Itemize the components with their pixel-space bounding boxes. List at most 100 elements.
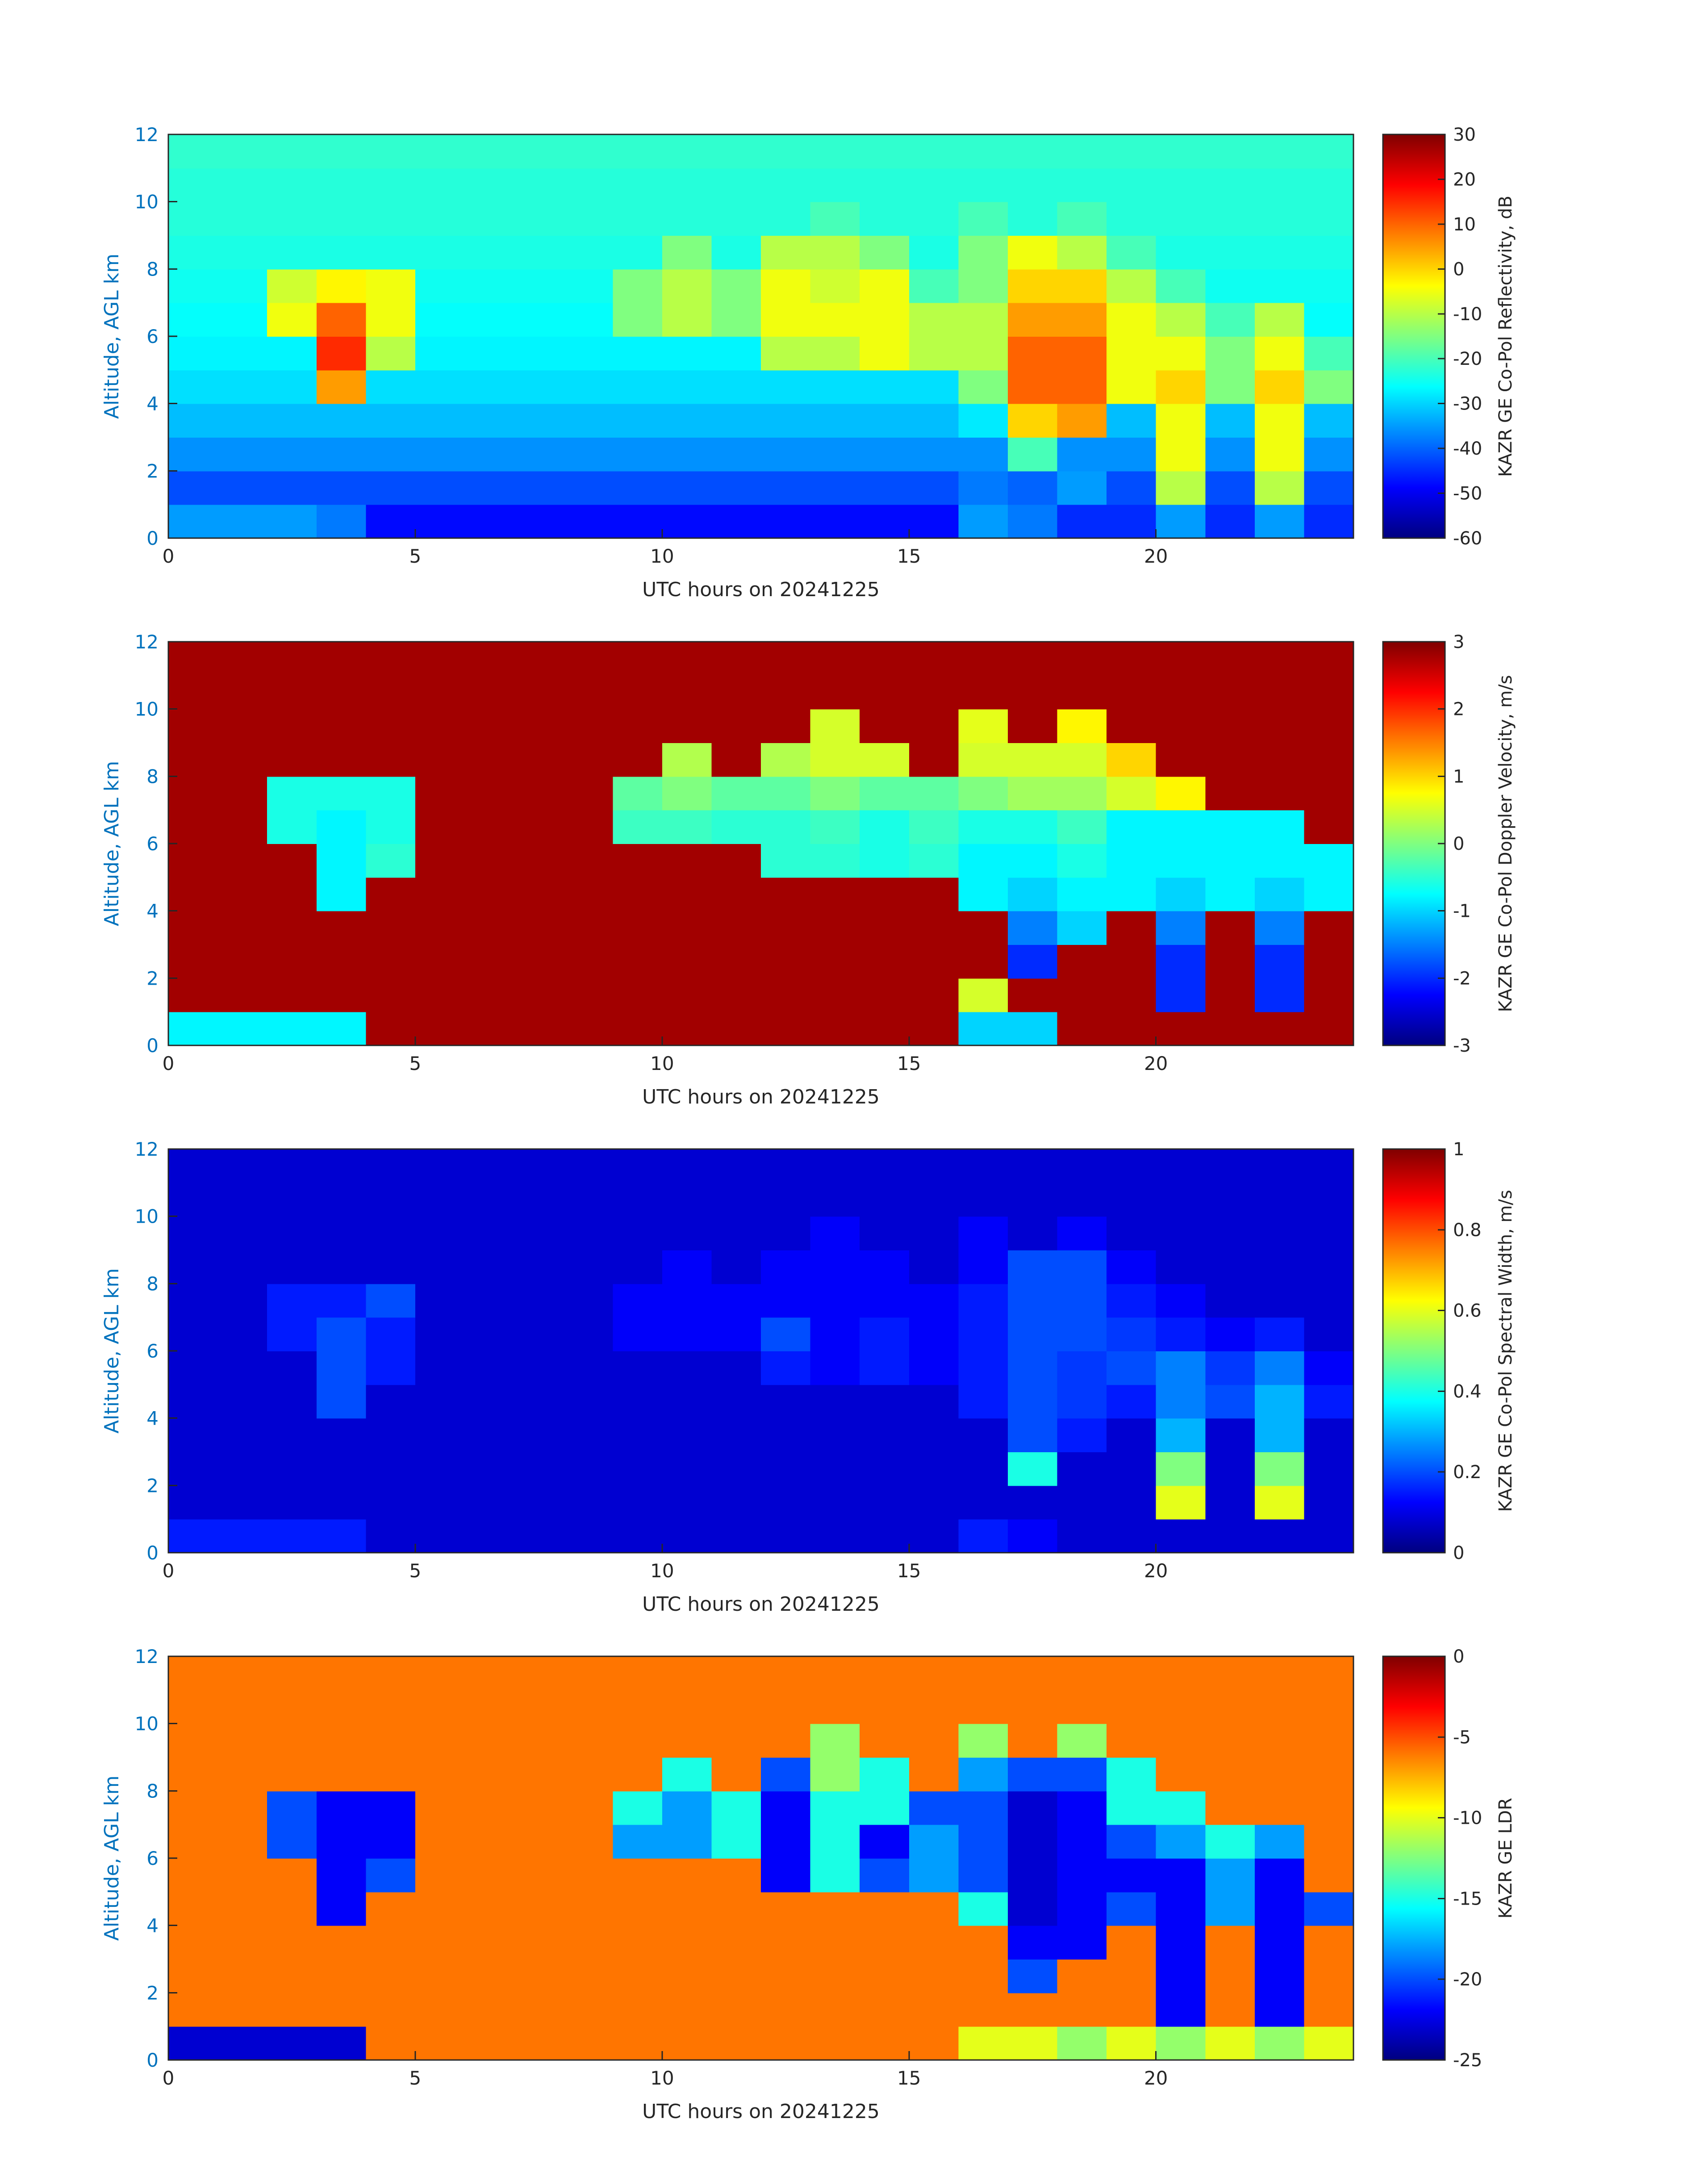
heatmap-cell [1107,709,1157,743]
heatmap-cell [168,1519,218,1553]
heatmap-cell [1057,776,1107,811]
heatmap-cell [958,1317,1008,1351]
heatmap-cell [316,235,367,270]
heatmap-cell [168,1283,218,1318]
heatmap-cell [316,2026,367,2060]
heatmap-cell [464,2026,515,2060]
heatmap-cell [1205,403,1255,438]
heatmap-cell [415,776,465,811]
heatmap-cell [860,471,910,505]
heatmap-cell [613,1418,663,1452]
x-tick-label: 10 [650,2067,674,2089]
heatmap-cell [613,1858,663,1893]
heatmap-cell [316,1858,367,1893]
heatmap-cell [1007,1183,1058,1217]
heatmap-cell [316,1452,367,1486]
heatmap-cell [810,776,860,811]
heatmap-cell [168,1317,218,1351]
colorbar-tick-label: -40 [1453,439,1482,459]
heatmap-cell [366,1824,416,1859]
heatmap-cell [514,403,564,438]
heatmap-cell [662,911,712,945]
heatmap-cell [662,776,712,811]
heatmap-cell [316,1418,367,1452]
heatmap-cell [415,2026,465,2060]
heatmap-cell [810,403,860,438]
heatmap-cell [1205,336,1255,371]
heatmap-cell [958,1283,1008,1318]
heatmap-cell [217,743,268,777]
heatmap-cell [1007,1317,1058,1351]
heatmap-cell [316,844,367,878]
heatmap-cell [464,403,515,438]
heatmap-cell [217,201,268,236]
heatmap-cell [168,1485,218,1520]
heatmap-cell [1156,1824,1206,1859]
heatmap-cell [1156,1351,1206,1385]
heatmap-cell [514,776,564,811]
heatmap-cell [415,1892,465,1926]
heatmap-cell [1156,944,1206,979]
heatmap-cell [267,1690,317,1724]
heatmap-cell [810,642,860,676]
heatmap-cell [168,1925,218,1960]
y-tick-label: 10 [135,698,159,720]
heatmap-cell [563,743,614,777]
heatmap-cell [761,269,811,303]
heatmap-cell [810,2026,860,2060]
heatmap-cell [217,1519,268,1553]
heatmap-cell [267,944,317,979]
x-tick-label: 20 [1144,1560,1168,1582]
heatmap-cell [860,911,910,945]
heatmap-cell [464,168,515,202]
heatmap-cell [860,675,910,710]
heatmap-cell [761,504,811,539]
heatmap-cell [711,134,761,169]
x-axis-label: UTC hours on 20241225 [642,2100,880,2123]
heatmap-cell [464,844,515,878]
heatmap-cell [366,269,416,303]
heatmap-cell [613,302,663,337]
heatmap-cell [1205,168,1255,202]
heatmap-cell [1304,437,1354,472]
heatmap-cell [267,168,317,202]
heatmap-cell [810,911,860,945]
heatmap-cell [909,776,959,811]
heatmap-cell [217,1183,268,1217]
heatmap-cell [711,1011,761,1046]
heatmap-cell [217,944,268,979]
heatmap-cell [613,1690,663,1724]
heatmap-cell [662,810,712,844]
heatmap-cell [366,1791,416,1825]
heatmap-cell [810,370,860,404]
heatmap-cell [909,1723,959,1758]
heatmap-cell [909,134,959,169]
heatmap-cell [1007,403,1058,438]
heatmap-cell [514,1858,564,1893]
heatmap-cell [1107,1959,1157,1993]
heatmap-cell [563,1384,614,1419]
heatmap-cell [267,877,317,911]
heatmap-cell [1007,134,1058,169]
heatmap-cell [168,877,218,911]
heatmap-cell [267,1149,317,1183]
heatmap-cell [1156,675,1206,710]
heatmap-cell [415,1485,465,1520]
heatmap-cell [1007,844,1058,878]
heatmap-cell [1057,2026,1107,2060]
heatmap-cell [1107,1283,1157,1318]
heatmap-cell [563,776,614,811]
heatmap-cell [761,844,811,878]
heatmap-cell [909,1757,959,1792]
heatmap-cell [810,709,860,743]
heatmap-cell [860,1216,910,1250]
heatmap-cell [662,403,712,438]
heatmap-cell [958,1384,1008,1419]
heatmap-cell [810,235,860,270]
heatmap-cell [1057,1824,1107,1859]
heatmap-cell [168,403,218,438]
heatmap-cell [1057,504,1107,539]
heatmap-cell [761,1723,811,1758]
heatmap-cell [1057,1925,1107,1960]
heatmap-cell [909,1690,959,1724]
